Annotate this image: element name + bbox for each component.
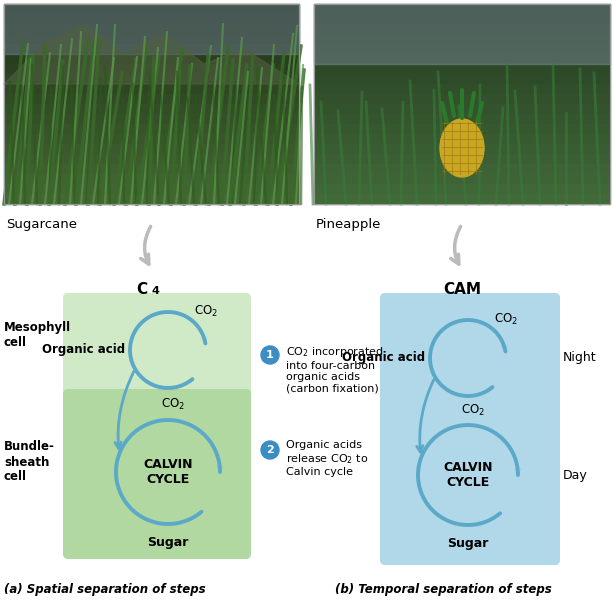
- Bar: [314, 64, 610, 74]
- Text: Organic acid: Organic acid: [42, 344, 125, 356]
- Bar: [314, 164, 610, 174]
- FancyBboxPatch shape: [63, 293, 251, 403]
- Bar: [4, 114, 299, 124]
- Text: Sugar: Sugar: [147, 536, 188, 549]
- Text: CO$_2$: CO$_2$: [461, 403, 485, 418]
- Bar: [314, 4, 610, 204]
- Bar: [314, 184, 610, 194]
- Text: C: C: [136, 282, 147, 297]
- Text: 4: 4: [152, 286, 160, 296]
- FancyBboxPatch shape: [63, 389, 251, 559]
- Text: CO$_2$: CO$_2$: [494, 312, 518, 327]
- Circle shape: [261, 346, 279, 364]
- Bar: [314, 4, 610, 14]
- Bar: [4, 4, 299, 14]
- Bar: [4, 134, 299, 144]
- Bar: [4, 4, 299, 204]
- Bar: [4, 54, 299, 64]
- Bar: [314, 124, 610, 134]
- Bar: [314, 44, 610, 54]
- Circle shape: [261, 441, 279, 459]
- Bar: [314, 34, 610, 44]
- Bar: [314, 24, 610, 34]
- Bar: [314, 74, 610, 84]
- Bar: [4, 154, 299, 164]
- Text: CALVIN
CYCLE: CALVIN CYCLE: [443, 461, 493, 489]
- Bar: [4, 14, 299, 24]
- Text: Night: Night: [563, 352, 597, 364]
- Bar: [314, 84, 610, 94]
- Text: (b) Temporal separation of steps: (b) Temporal separation of steps: [335, 583, 552, 596]
- Bar: [4, 94, 299, 104]
- Bar: [314, 194, 610, 204]
- Ellipse shape: [440, 119, 484, 177]
- Text: Organic acids
release CO$_2$ to
Calvin cycle: Organic acids release CO$_2$ to Calvin c…: [286, 440, 368, 477]
- Text: Mesophyll
cell: Mesophyll cell: [4, 321, 71, 349]
- Text: Bundle-
sheath
cell: Bundle- sheath cell: [4, 441, 55, 483]
- Text: 2: 2: [266, 445, 274, 455]
- Bar: [4, 104, 299, 114]
- Bar: [314, 154, 610, 164]
- Bar: [314, 134, 610, 144]
- Bar: [314, 144, 610, 154]
- Text: (a) Spatial separation of steps: (a) Spatial separation of steps: [4, 583, 206, 596]
- Bar: [4, 74, 299, 84]
- Bar: [4, 64, 299, 74]
- Bar: [4, 84, 299, 94]
- Bar: [314, 94, 610, 104]
- Text: CO$_2$: CO$_2$: [195, 304, 219, 319]
- Text: CO$_2$: CO$_2$: [161, 397, 185, 412]
- Bar: [314, 4, 610, 64]
- Bar: [314, 174, 610, 184]
- Text: CAM: CAM: [443, 282, 481, 297]
- Text: Day: Day: [563, 468, 588, 482]
- Bar: [314, 54, 610, 64]
- Text: CO$_2$ incorporated
into four-carbon
organic acids
(carbon fixation): CO$_2$ incorporated into four-carbon org…: [286, 345, 384, 394]
- Bar: [4, 144, 299, 154]
- Bar: [4, 24, 299, 34]
- Bar: [4, 184, 299, 194]
- Text: Pineapple: Pineapple: [316, 218, 381, 231]
- Bar: [4, 174, 299, 184]
- Text: CALVIN
CYCLE: CALVIN CYCLE: [143, 458, 193, 486]
- Text: Organic acid: Organic acid: [342, 352, 425, 364]
- Bar: [4, 4, 299, 54]
- Bar: [314, 14, 610, 24]
- Text: Sugarcane: Sugarcane: [6, 218, 77, 231]
- FancyBboxPatch shape: [380, 293, 560, 565]
- Bar: [4, 164, 299, 174]
- Text: 1: 1: [266, 350, 274, 360]
- Bar: [4, 124, 299, 134]
- Text: Sugar: Sugar: [448, 537, 489, 550]
- Bar: [314, 104, 610, 114]
- Bar: [314, 114, 610, 124]
- Bar: [4, 44, 299, 54]
- Bar: [4, 194, 299, 204]
- Bar: [4, 34, 299, 44]
- Polygon shape: [4, 24, 299, 84]
